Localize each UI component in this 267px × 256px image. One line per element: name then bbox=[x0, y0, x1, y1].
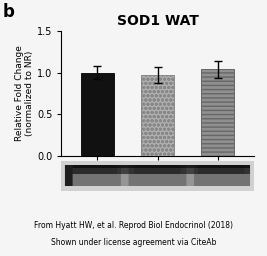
Bar bbox=[141, 75, 174, 156]
Title: SOD1 WAT: SOD1 WAT bbox=[117, 14, 198, 28]
Text: From Hyatt HW, et al. Reprod Biol Endocrinol (2018): From Hyatt HW, et al. Reprod Biol Endocr… bbox=[34, 221, 233, 230]
Bar bbox=[81, 72, 114, 156]
Text: b: b bbox=[3, 3, 14, 20]
Bar bbox=[201, 69, 234, 156]
Text: Shown under license agreement via CiteAb: Shown under license agreement via CiteAb bbox=[51, 238, 216, 247]
Y-axis label: Relative Fold Change
(normalized to NR): Relative Fold Change (normalized to NR) bbox=[15, 46, 34, 141]
